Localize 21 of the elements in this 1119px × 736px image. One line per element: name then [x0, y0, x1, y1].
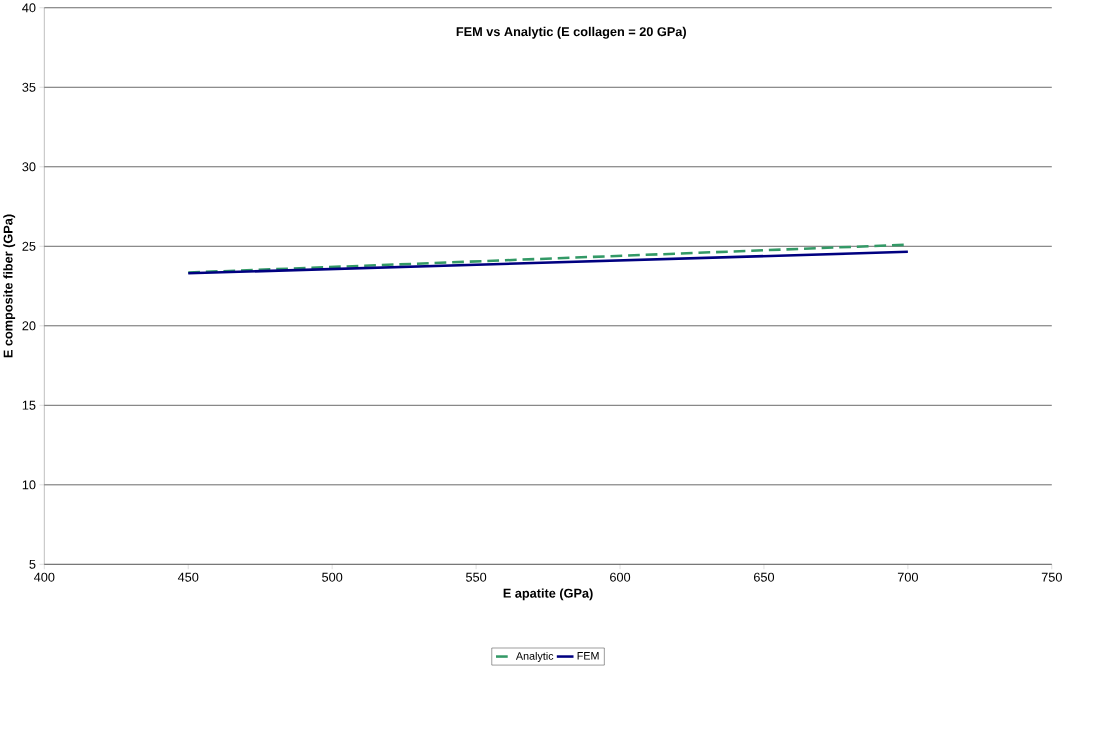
x-tick-label: 550 [466, 572, 487, 582]
y-tick-label: 10 [22, 480, 36, 490]
x-tick-label: 750 [1041, 572, 1062, 582]
x-tick-label: 650 [753, 572, 775, 582]
x-tick-label: 500 [322, 572, 343, 582]
y-tick-label: 35 [22, 82, 36, 92]
x-tick-label: 700 [897, 572, 918, 582]
legend-label: Analytic [515, 651, 554, 662]
y-tick-label: 30 [22, 162, 36, 172]
y-axis-title: E composite fiber (GPa) [3, 214, 16, 358]
y-tick-label: 20 [22, 321, 36, 331]
x-axis-title: E apatite (GPa) [503, 588, 593, 601]
y-tick-label: 15 [22, 400, 36, 410]
y-tick-label: 25 [22, 241, 36, 251]
x-tick-label: 400 [34, 572, 55, 582]
y-tick-label: 5 [29, 559, 36, 569]
legend-label: FEM [577, 652, 599, 660]
text: FEM vs Analytic (E collagen = 20 GPa) [456, 26, 686, 39]
x-tick-label: 600 [610, 572, 631, 582]
y-tick-label: 40 [22, 3, 36, 13]
x-tick-label: 450 [177, 572, 199, 582]
